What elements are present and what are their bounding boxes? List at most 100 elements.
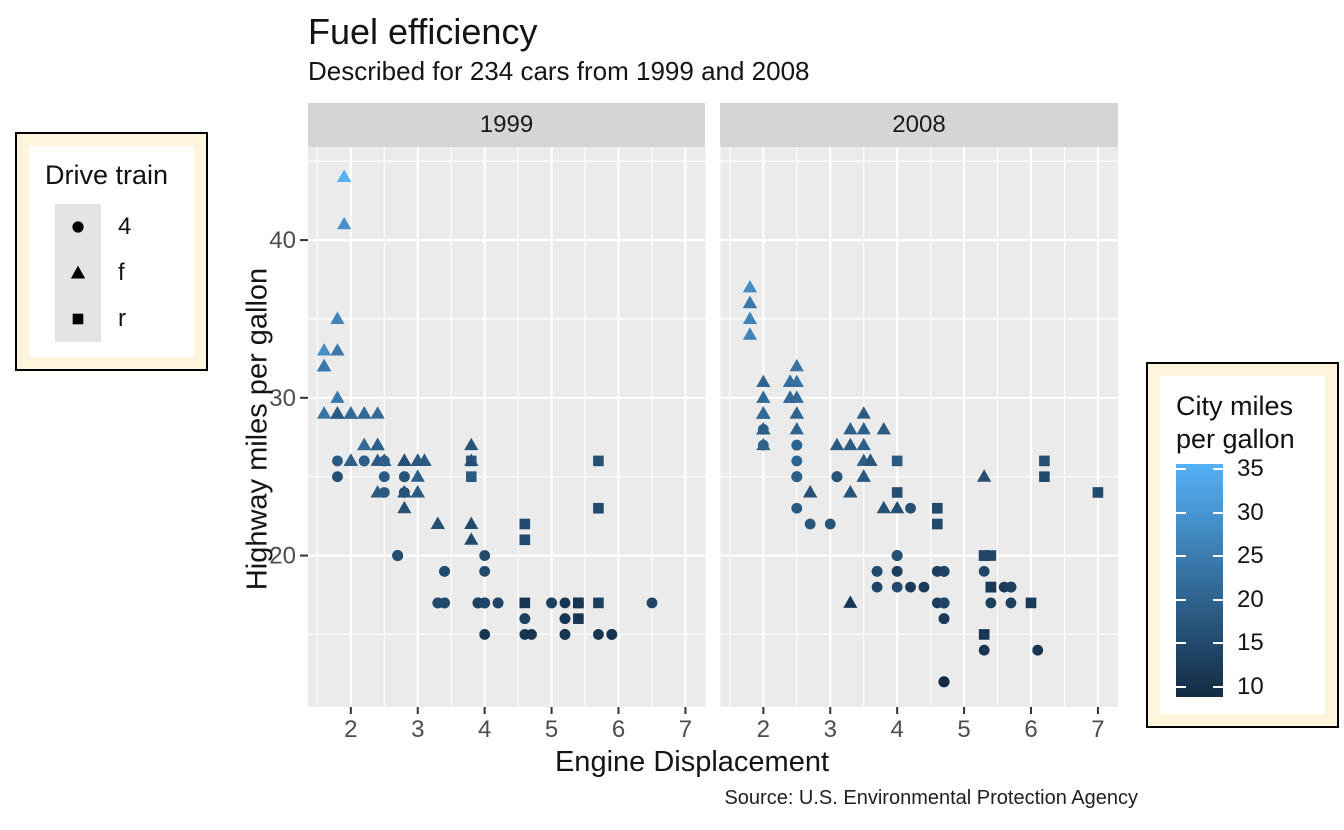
data-point [978,629,990,640]
data-point [378,487,390,498]
legend-item-drv-r: r [43,296,180,342]
svg-text:6: 6 [1024,716,1037,743]
data-point [593,455,604,467]
data-point [526,629,537,640]
data-point [891,550,903,561]
colorbar-tick [1213,685,1223,688]
x-axis-ticks: 2 3 4 5 6 7 [344,707,692,743]
y-axis-title: Highway miles per gallon [241,267,274,591]
facet-strip-label: 1999 [479,111,534,138]
data-point [789,390,804,403]
data-point [1039,471,1050,482]
data-points [742,279,1104,688]
data-point [492,597,504,609]
data-point [464,516,479,530]
data-point [742,311,758,324]
city-mpg-legend-title-line1: City miles [1176,391,1294,421]
data-point [330,406,345,419]
data-point [782,374,798,388]
colorbar-tick [1176,511,1186,514]
colorbar-tick [1213,555,1223,557]
data-point [378,471,390,483]
facet-strip-1999: 1999 [308,103,705,147]
data-point [519,613,531,625]
colorbar-tick-label: 25 [1237,542,1264,569]
data-point [932,518,943,530]
data-point [519,518,531,530]
legend-item-label: f [118,259,125,286]
legend-key [55,296,101,342]
svg-text:4: 4 [478,716,491,743]
data-point [332,455,343,467]
colorbar-tick [1176,685,1186,688]
data-point [330,311,345,324]
data-point [479,550,491,561]
facet-panel: 2 3 4 5 6 7 [720,147,1118,743]
plot-title: Fuel efficiency [308,11,538,52]
data-point [829,437,845,451]
colorbar-tick-label: 15 [1237,629,1264,656]
data-point [843,437,858,451]
data-point [559,613,571,625]
drive-train-legend-title: Drive train [45,160,169,190]
data-point [791,439,803,451]
colorbar-tick [1176,468,1186,470]
gridlines-major [308,147,706,707]
data-point [430,516,445,530]
data-point [831,471,843,483]
data-point [337,169,352,182]
data-point [891,565,903,577]
data-point [370,437,385,451]
data-point [479,597,491,609]
y-axis-ticks: 20 30 40 [269,227,308,570]
facet-strip-label: 2008 [892,111,946,138]
data-point [573,613,584,624]
city-mpg-legend-title-line2: per gallon [1176,424,1295,454]
data-point [357,406,372,419]
data-point [646,597,658,609]
data-point [856,469,871,482]
data-point [465,471,477,482]
data-point [1005,597,1017,609]
colorbar-tick [1213,511,1223,514]
drive-train-legend-panel: Drive train 4 f r [29,146,194,357]
svg-text:40: 40 [269,227,296,254]
data-point [843,595,858,608]
data-point [789,421,804,435]
colorbar-tick-label: 35 [1237,455,1264,482]
data-point [1032,644,1044,656]
data-point [905,581,916,593]
legend-item-drv-f: f [43,250,180,296]
svg-text:30: 30 [269,385,296,412]
drive-train-legend: Drive train 4 f r [15,132,208,371]
svg-text:2: 2 [757,716,770,743]
data-point [559,629,571,640]
data-point [803,485,818,498]
circle-glyph-icon [72,221,84,233]
svg-text:2: 2 [344,716,357,743]
data-point [378,455,390,467]
data-point [791,455,803,467]
triangle-glyph-icon [70,265,86,279]
legend-key [55,204,101,250]
square-glyph-icon [72,313,84,325]
colorbar-tick-label: 20 [1237,585,1264,613]
plot-subtitle: Described for 234 cars from 1999 and 200… [308,56,810,86]
data-point [358,455,370,467]
data-point [977,469,992,482]
legend-item-label: r [118,305,126,332]
data-point [804,518,816,530]
colorbar-tick [1176,555,1186,557]
data-point [1039,455,1050,467]
data-point [938,597,950,609]
data-point [891,455,903,467]
data-point [519,597,531,609]
data-point [863,453,878,466]
data-point [370,406,385,419]
data-point [343,453,358,466]
color-gradient-bar: 35 30 25 20 15 10 [1176,455,1264,700]
data-point [397,453,412,466]
svg-text:4: 4 [890,716,903,743]
data-point [856,437,871,451]
